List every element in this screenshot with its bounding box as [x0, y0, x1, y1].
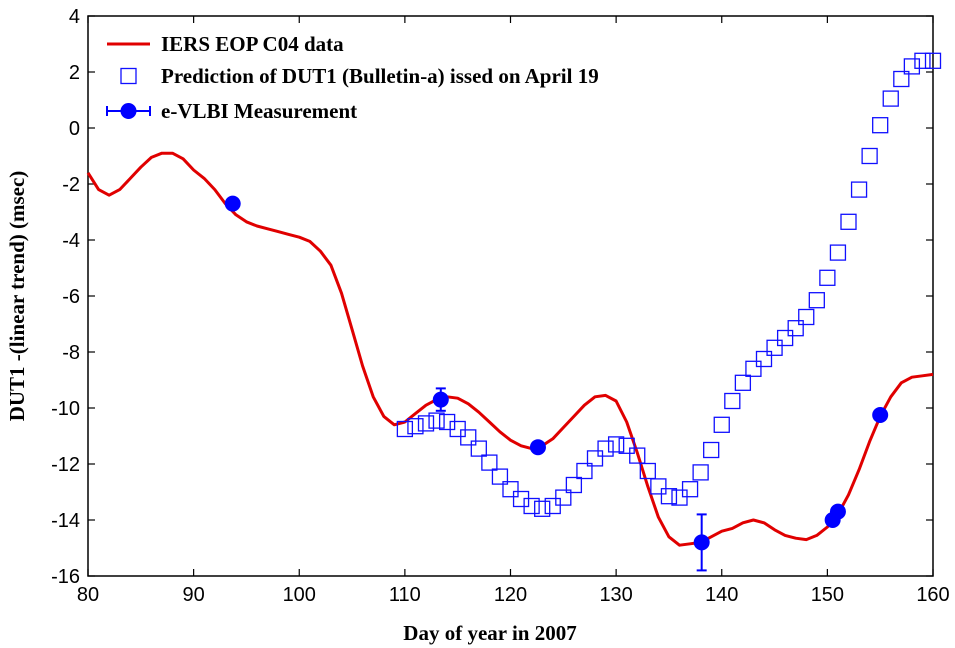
x-tick-label: 160 [916, 584, 949, 606]
prediction-marker [396, 420, 414, 438]
prediction-marker [586, 450, 604, 467]
y-tick-label: 2 [69, 62, 80, 84]
prediction-marker [724, 392, 741, 410]
prediction-marker [544, 497, 561, 515]
prediction-marker [872, 117, 889, 134]
prediction-marker [692, 464, 709, 481]
prediction-marker [755, 350, 773, 368]
y-tick-label: -4 [62, 230, 80, 252]
y-tick-label: -16 [51, 566, 80, 588]
prediction-marker [776, 329, 794, 347]
y-tick-label: -10 [51, 398, 80, 420]
prediction-marker [903, 58, 921, 75]
legend-swatch-circle [120, 103, 137, 119]
axis-ticks: 80 90 100 110 120 130 140 150 160 -16 -14 -12 -10 -8 -… [51, 6, 950, 606]
evlbi-point [529, 439, 546, 456]
plot-frame [87, 15, 934, 577]
prediction-marker [671, 489, 688, 506]
prediction-marker [660, 488, 678, 505]
y-tick-label: -14 [51, 510, 80, 532]
prediction-marker [703, 441, 720, 459]
prediction-marker [502, 481, 519, 498]
prediction-marker [481, 454, 498, 471]
plot-area [87, 15, 934, 577]
legend-label: Prediction of DUT1 (Bulletin-a) issed on… [161, 64, 599, 88]
x-tick-label: 100 [283, 584, 316, 606]
x-tick-label: 120 [494, 584, 527, 606]
x-tick-label: 140 [705, 584, 738, 606]
prediction-marker [639, 462, 656, 480]
prediction-marker [629, 447, 646, 464]
prediction-marker [787, 320, 804, 337]
y-tick-label: -2 [62, 174, 80, 196]
evlbi-point [432, 391, 449, 408]
y-tick-label: -12 [51, 454, 80, 476]
prediction-marker [893, 70, 910, 88]
prediction-marker [523, 497, 540, 515]
prediction-marker [576, 462, 593, 480]
prediction-marker [681, 481, 699, 498]
prediction-marker [819, 269, 836, 286]
prediction-marker [534, 500, 551, 517]
series-layer [86, 52, 942, 572]
evlbi-point [693, 534, 710, 551]
prediction-marker [734, 374, 752, 391]
x-tick-label: 130 [599, 584, 632, 606]
legend: IERS EOP C04 data Prediction of DUT1 (Bul… [106, 32, 599, 123]
prediction-marker [618, 437, 635, 454]
prediction-marker [555, 489, 572, 506]
prediction-marker [460, 429, 477, 446]
x-tick-label: 80 [77, 584, 99, 606]
prediction-marker [565, 476, 583, 494]
prediction-marker [417, 415, 435, 432]
prediction-marker [850, 181, 868, 198]
y-tick-label: 0 [69, 118, 80, 140]
x-tick-label: 90 [183, 584, 205, 606]
prediction-marker [808, 292, 825, 309]
y-tick-label: -6 [62, 286, 80, 308]
prediction-marker [914, 52, 931, 69]
prediction-marker [713, 416, 730, 433]
legend-label: e-VLBI Measurement [161, 99, 357, 123]
legend-label: IERS EOP C04 data [161, 32, 344, 56]
x-tick-label: 150 [811, 584, 844, 606]
y-tick-label: -8 [62, 342, 80, 364]
evlbi-point [829, 503, 846, 520]
prediction-marker [924, 52, 942, 69]
prediction-marker [597, 440, 614, 457]
prediction-marker [449, 420, 466, 438]
prediction-marker [745, 360, 762, 377]
prediction-marker [607, 436, 625, 453]
prediction-marker [470, 440, 487, 457]
prediction-marker [407, 418, 424, 435]
x-tick-label: 110 [389, 584, 421, 606]
prediction-marker [798, 308, 815, 326]
y-tick-label: 4 [69, 6, 80, 28]
prediction-marker [829, 244, 847, 261]
evlbi-point [224, 195, 241, 212]
y-axis-title: DUT1 -(linear trend) (msec) [5, 171, 29, 422]
prediction-marker [428, 412, 445, 429]
prediction-marker [650, 478, 667, 495]
prediction-marker [861, 147, 878, 165]
evlbi-point [872, 407, 889, 423]
prediction-marker [766, 339, 783, 356]
legend-swatch-square [120, 67, 137, 85]
x-axis-title: Day of year in 2007 [403, 621, 576, 645]
prediction-marker [882, 90, 899, 107]
prediction-marker [840, 213, 857, 230]
prediction-marker [491, 468, 509, 485]
